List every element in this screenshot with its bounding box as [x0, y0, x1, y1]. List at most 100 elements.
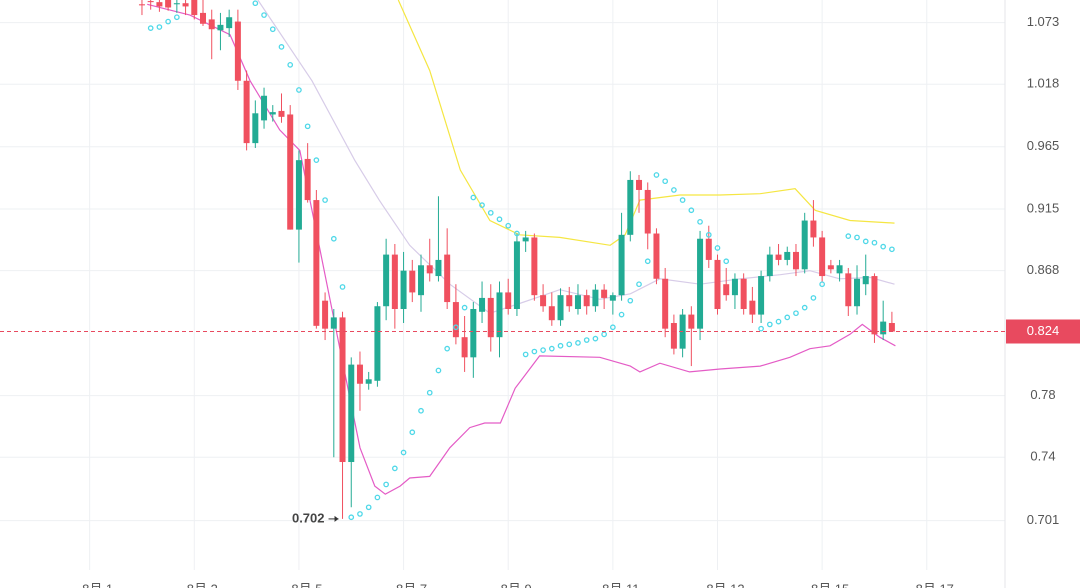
- x-tick-label: 8月 9: [501, 581, 532, 588]
- candle-body: [688, 314, 695, 329]
- sar-dot: [496, 216, 503, 223]
- candle-body: [644, 189, 651, 234]
- sar-dot: [697, 218, 703, 225]
- sar-dot: [426, 389, 433, 396]
- candle-body: [670, 323, 677, 349]
- sar-dot: [705, 231, 712, 238]
- candle-body: [888, 323, 895, 332]
- candle-body: [880, 321, 887, 335]
- sar-dot: [374, 494, 381, 501]
- candle-body: [557, 295, 564, 321]
- candle-body: [758, 276, 765, 315]
- y-tick-label: 0.701: [1027, 512, 1060, 527]
- sar-dot: [461, 304, 468, 311]
- sar-dot: [261, 12, 267, 18]
- candle-body: [749, 300, 756, 315]
- sar-dot: [862, 238, 869, 245]
- candle-body: [391, 254, 398, 310]
- sar-dot: [714, 245, 721, 251]
- sar-dot: [775, 318, 782, 325]
- sar-dot: [322, 197, 328, 203]
- candle-body: [487, 297, 494, 338]
- candle-body: [400, 270, 407, 310]
- candle-body: [574, 295, 581, 310]
- candle-body: [173, 3, 180, 5]
- candle-body: [775, 254, 782, 260]
- sar-dot: [618, 311, 625, 318]
- sar-dot: [269, 26, 276, 33]
- candle-body: [243, 80, 250, 144]
- candle-body: [461, 337, 468, 358]
- candle-body: [191, 0, 198, 16]
- candle-body: [505, 292, 512, 310]
- sar-dot: [662, 178, 669, 185]
- candle-body: [383, 254, 390, 307]
- candle-body: [548, 306, 555, 321]
- x-tick-label: 8月 5: [291, 581, 322, 588]
- candle-body: [714, 259, 721, 310]
- sar-dot: [679, 197, 686, 203]
- x-tick-label: 8月 13: [706, 581, 744, 588]
- candle-body: [470, 309, 477, 358]
- x-tick-label: 8月 3: [187, 581, 218, 588]
- candle-body: [313, 200, 320, 326]
- candle-body: [295, 160, 302, 230]
- candle-body: [854, 278, 861, 307]
- sar-dot: [819, 281, 825, 288]
- current-price-box: [1006, 319, 1080, 344]
- candle-body: [452, 302, 459, 338]
- candle-body: [697, 238, 704, 329]
- y-tick-label: 1.018: [1027, 76, 1060, 91]
- candle-body: [845, 273, 852, 307]
- candle-body: [705, 238, 712, 260]
- sar-dot: [845, 233, 852, 239]
- sar-dot: [801, 304, 808, 311]
- sar-dot: [357, 511, 363, 517]
- candle-body: [609, 295, 616, 301]
- candle-body: [819, 237, 826, 277]
- sar-dot: [505, 222, 512, 229]
- candle-body: [636, 179, 643, 190]
- candle-body: [792, 251, 799, 270]
- candle-body: [261, 95, 268, 121]
- sar-dot: [644, 258, 651, 265]
- sar-dot: [766, 321, 773, 328]
- candle-body: [278, 110, 285, 117]
- candle-body: [365, 379, 372, 384]
- sar-dot: [793, 310, 799, 317]
- sar-dot: [173, 14, 180, 21]
- low-arrow-head: [334, 515, 339, 522]
- candle-body: [836, 265, 843, 274]
- candle-body: [513, 241, 520, 310]
- sar-dot: [296, 87, 302, 93]
- sar-dot: [418, 407, 424, 414]
- x-tick-label: 8月 17: [916, 581, 954, 588]
- candle-body: [287, 114, 294, 230]
- sar-dot: [610, 324, 616, 331]
- candle-body: [322, 300, 329, 329]
- sar-dot: [278, 44, 285, 50]
- sar-dot: [583, 337, 590, 343]
- y-tick-label: 0.78: [1030, 387, 1055, 402]
- sar-dot: [313, 157, 320, 164]
- candle-body: [156, 2, 163, 7]
- sar-dot: [252, 0, 259, 7]
- x-tick-label: 8月 1: [82, 581, 113, 588]
- candle-body: [409, 270, 416, 293]
- sar-dot: [435, 367, 442, 374]
- sar-dot: [339, 284, 346, 290]
- candle-body: [217, 24, 224, 31]
- low-label: 0.702: [292, 510, 325, 525]
- sar-dot: [365, 504, 372, 511]
- candle-body: [444, 254, 451, 303]
- sar-dot: [348, 514, 355, 521]
- y-tick-label: 0.868: [1027, 262, 1060, 277]
- x-tick-label: 8月 7: [396, 581, 427, 588]
- sar-dot: [514, 230, 520, 237]
- sar-dot: [391, 465, 398, 472]
- sar-dot: [470, 194, 477, 201]
- candle-body: [862, 276, 869, 285]
- sar-dot: [383, 481, 389, 488]
- candle-body: [662, 278, 669, 329]
